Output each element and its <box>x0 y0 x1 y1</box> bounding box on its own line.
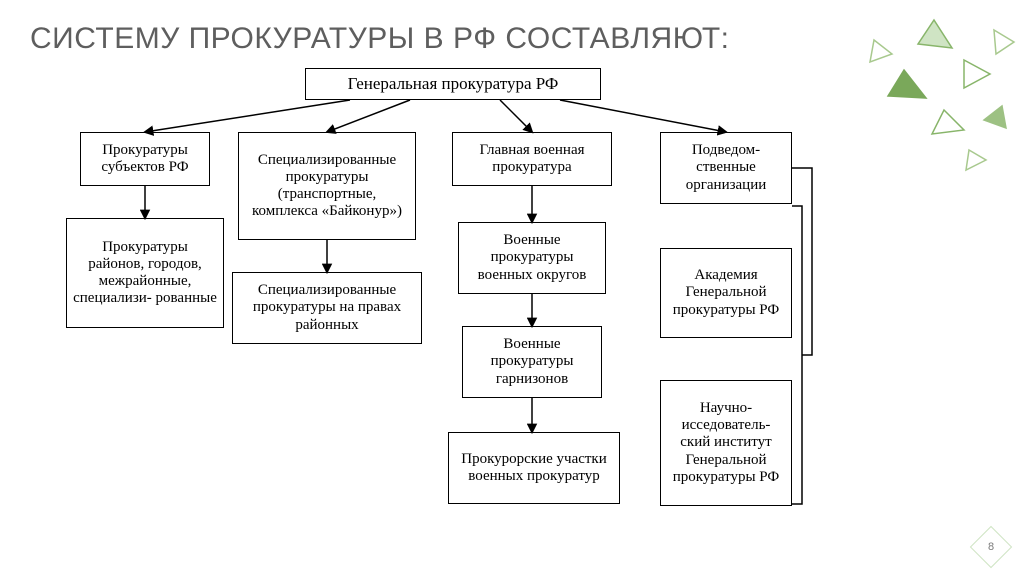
node-c1a: Прокуратуры субъектов РФ <box>80 132 210 186</box>
node-c1b: Прокуратуры районов, городов, межрайонны… <box>66 218 224 328</box>
node-c2a: Специализированные прокуратуры (транспор… <box>238 132 416 240</box>
node-c4c: Научно- исседователь- ский институт Гене… <box>660 380 792 506</box>
decorative-triangles <box>814 0 1024 190</box>
node-c2b: Специализированные прокуратуры на правах… <box>232 272 422 344</box>
node-c3c: Военные прокуратуры гарнизонов <box>462 326 602 398</box>
node-c3b: Военные прокуратуры военных округов <box>458 222 606 294</box>
node-c4b: Академия Генеральной прокуратуры РФ <box>660 248 792 338</box>
page-number: 8 <box>988 541 994 553</box>
node-root: Генеральная прокуратура РФ <box>305 68 601 100</box>
node-c3a: Главная военная прокуратура <box>452 132 612 186</box>
slide-title: СИСТЕМУ ПРОКУРАТУРЫ В РФ СОСТАВЛЯЮТ: <box>30 22 730 56</box>
node-c3d: Прокурорские участки военных прокуратур <box>448 432 620 504</box>
node-c4a: Подведом- ственные организации <box>660 132 792 204</box>
page-number-badge: 8 <box>970 526 1012 568</box>
